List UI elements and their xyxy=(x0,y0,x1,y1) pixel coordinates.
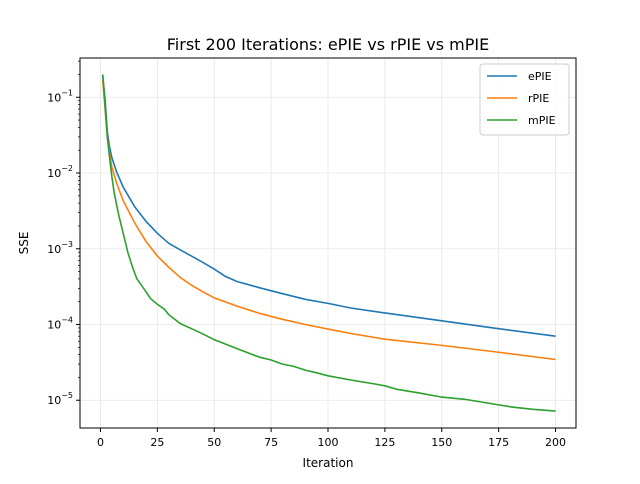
x-axis-label: Iteration xyxy=(303,456,354,470)
y-tick-exponent: −4 xyxy=(61,315,73,324)
x-tick-label: 125 xyxy=(374,436,395,449)
legend-box xyxy=(479,63,570,136)
legend-label-mPIE: mPIE xyxy=(528,114,556,127)
y-tick-base: 10 xyxy=(47,243,61,256)
y-tick-base: 10 xyxy=(47,91,61,104)
y-tick-exponent: −5 xyxy=(61,391,73,400)
y-tick-label: 10−5 xyxy=(47,391,73,407)
x-tick-label: 0 xyxy=(97,436,104,449)
y-tick-exponent: −1 xyxy=(61,88,73,97)
legend-label-rPIE: rPIE xyxy=(528,92,549,105)
x-tick-label: 25 xyxy=(150,436,164,449)
y-tick-base: 10 xyxy=(47,318,61,331)
x-tick-label: 100 xyxy=(318,436,339,449)
y-tick-label: 10−3 xyxy=(47,240,73,256)
x-tick-label: 75 xyxy=(264,436,278,449)
chart-title: First 200 Iterations: ePIE vs rPIE vs mP… xyxy=(167,35,489,54)
x-tick-label: 150 xyxy=(431,436,452,449)
x-tick-label: 50 xyxy=(207,436,221,449)
y-axis-ticks: 10−510−410−310−210−1 xyxy=(47,60,80,407)
x-axis-ticks: 0 25 50 75 100 125 150 175 200 xyxy=(97,428,566,449)
legend-label-ePIE: ePIE xyxy=(528,70,552,83)
y-tick-base: 10 xyxy=(47,167,61,180)
y-tick-label: 10−2 xyxy=(47,164,73,180)
y-tick-exponent: −2 xyxy=(61,164,73,173)
series-lines xyxy=(101,74,556,412)
y-axis-label: SSE xyxy=(17,232,31,255)
legend: ePIE rPIE mPIE xyxy=(479,63,570,136)
y-tick-label: 10−1 xyxy=(47,88,73,104)
x-tick-label: 175 xyxy=(488,436,509,449)
x-tick-label: 200 xyxy=(545,436,566,449)
y-tick-exponent: −3 xyxy=(61,240,73,249)
y-tick-base: 10 xyxy=(47,394,61,407)
legend-entries: ePIE rPIE mPIE xyxy=(487,70,556,127)
series-line-rPIE xyxy=(101,79,556,361)
series-line-ePIE xyxy=(101,76,556,338)
y-tick-label: 10−4 xyxy=(47,315,73,331)
series-line-mPIE xyxy=(101,74,556,412)
